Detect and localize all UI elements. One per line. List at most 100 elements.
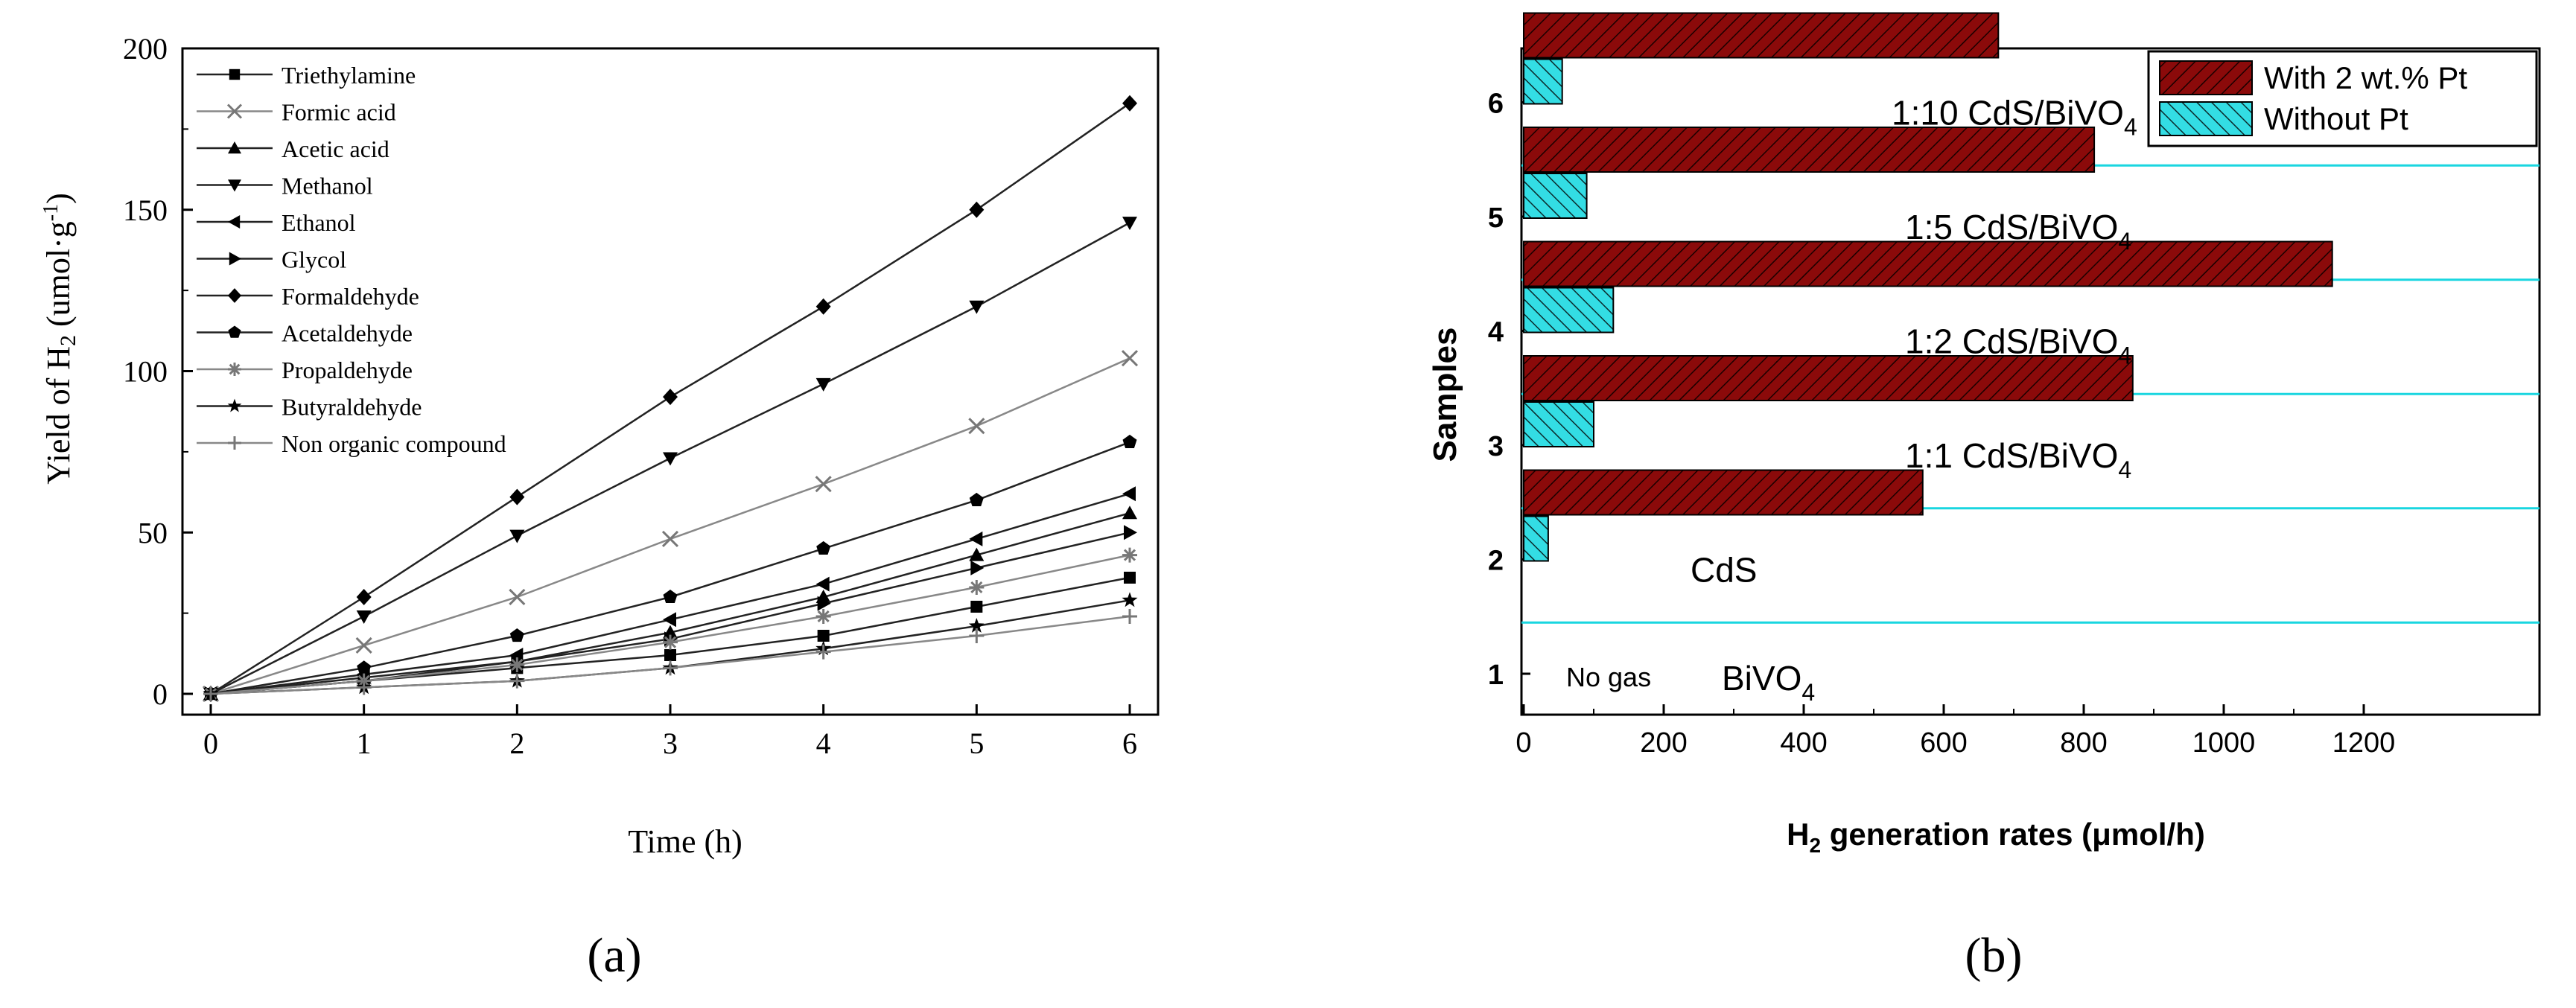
bar-with-2-wt-pt-sample-6 [1523,12,2000,59]
y-tick-label-b: 3 [1488,431,1504,462]
y-tick-label-b: 4 [1488,317,1504,348]
y-tick-label: 100 [123,355,168,389]
data-point-acetaldehyde [816,540,831,555]
data-point-ethanol [1122,486,1136,502]
x-tick-label-b: 0 [1516,727,1531,759]
category-label-sample-1: BiVO4 [1722,659,1815,706]
y-axis-label-a-end: ) [40,193,77,204]
x-tick-label: 2 [509,727,524,760]
legend-marker-methanol [228,179,241,192]
data-point-ethanol [663,612,676,628]
x-tick-label: 3 [663,727,678,760]
legend-marker-butyraldehyde [227,398,242,412]
legend-label-with-2-wt-pt: With 2 wt.% Pt [2264,60,2467,95]
data-point-propaldehyde [815,608,831,624]
category-label-text: 1:1 CdS/BiVO [1905,436,2118,475]
data-point-formaldehyde [663,389,678,406]
x-tick-label-b: 200 [1640,727,1687,759]
y-tick-label: 50 [138,516,168,549]
data-point-propaldehyde [1122,547,1137,563]
legend-swatch-without-pt [2159,101,2253,136]
x-axis-label-b-end: generation rates (μmol/h) [1821,817,2205,852]
data-point-formaldehyde [509,488,525,505]
legend-marker-propaldehyde [228,363,241,376]
data-point-triethylamine [664,648,676,661]
x-tick-label-b: 1000 [2192,727,2256,759]
category-label-sub: 4 [2118,456,2131,483]
data-point-acetaldehyde [1122,434,1137,448]
data-point-triethylamine [1124,571,1136,584]
y-tick-label: 200 [123,32,168,66]
data-point-ethanol [969,531,983,546]
data-point-acetic-acid [1122,505,1137,520]
bar-without-pt-sample-3 [1523,401,1594,447]
panel-label-b: (b) [1965,928,2023,983]
category-label-sub: 4 [2118,228,2131,255]
data-point-non-organic-compound [203,686,218,701]
data-point-formaldehyde [1122,95,1137,112]
y-tick-label-b: 5 [1488,202,1504,234]
x-tick-label: 4 [816,727,831,760]
x-tick-label: 0 [203,727,218,760]
category-label-sample-6: 1:10 CdS/BiVO4 [1892,94,2137,141]
x-tick-label-b: 800 [2060,727,2107,759]
data-point-formaldehyde [969,201,985,218]
no-gas-annotation: No gas [1566,662,1651,692]
legend-marker-non-organic-compound [228,436,241,450]
data-point-formic-acid [968,418,985,435]
data-point-acetaldehyde [357,660,372,674]
bar-without-pt-sample-6 [1523,58,1563,105]
data-point-glycol [970,560,985,575]
data-point-non-organic-compound [969,628,985,643]
category-label-text: BiVO [1722,659,1801,698]
data-point-propaldehyde [969,579,985,595]
data-point-methanol [663,452,678,466]
data-point-formaldehyde [356,588,372,605]
data-point-glycol [1124,525,1137,540]
data-point-methanol [509,529,525,543]
legend-marker-acetaldehyde [228,325,241,338]
plot-frame-b [1520,47,2541,716]
data-point-non-organic-compound [815,644,831,660]
bar-with-2-wt-pt-sample-2 [1523,469,1924,516]
y-axis-label-b: Samples [1427,328,1463,462]
bar-without-pt-sample-4 [1523,287,1615,334]
x-tick-label: 5 [969,727,984,760]
legend-marker-ethanol [228,215,241,229]
data-point-formic-acid [815,476,832,493]
data-point-butyraldehyde [968,618,985,633]
bar-with-2-wt-pt-sample-5 [1523,127,2096,173]
x-tick-label: 1 [357,727,372,760]
data-point-methanol [969,300,985,314]
data-point-formic-acid [355,637,372,654]
data-point-methanol [815,377,831,392]
bar-with-2-wt-pt-sample-3 [1523,355,2134,401]
legend-label-acetic-acid: Acetic acid [282,135,389,162]
category-label-sample-2: CdS [1691,551,1757,590]
x-tick-label-b: 400 [1780,727,1827,759]
data-point-butyraldehyde [1122,592,1138,607]
legend-label-non-organic-compound: Non organic compound [282,430,506,457]
panel-label-a: (a) [587,928,641,983]
y-axis-label-a-mid: (umol·g [40,221,77,335]
legend-label-triethylamine: Triethylamine [282,62,416,89]
legend-marker-triethylamine [229,68,241,80]
category-label-sub: 4 [2124,114,2137,141]
legend-label-propaldehyde: Propaldehyde [282,357,413,383]
legend-label-glycol: Glycol [282,246,346,273]
x-axis-label-b-sub: 2 [1809,834,1821,857]
legend-marker-formaldehyde [228,288,241,303]
data-point-triethylamine [817,629,830,642]
legend-label-formaldehyde: Formaldehyde [282,283,419,310]
data-point-acetaldehyde [509,628,524,642]
x-axis-label-b: H2 generation rates (μmol/h) [1787,817,2205,857]
data-point-non-organic-compound [663,660,678,676]
data-point-formic-acid [661,530,679,547]
x-axis-label-b-main: H [1787,817,1809,852]
y-tick-label: 0 [153,677,168,711]
legend-marker-formic-acid [226,103,243,119]
y-tick-label-b: 6 [1488,89,1504,120]
y-axis-label-a: Yield of H2 (umol·g-1) [39,193,80,485]
x-tick-label-b: 600 [1920,727,1967,759]
data-point-acetaldehyde [969,492,984,506]
